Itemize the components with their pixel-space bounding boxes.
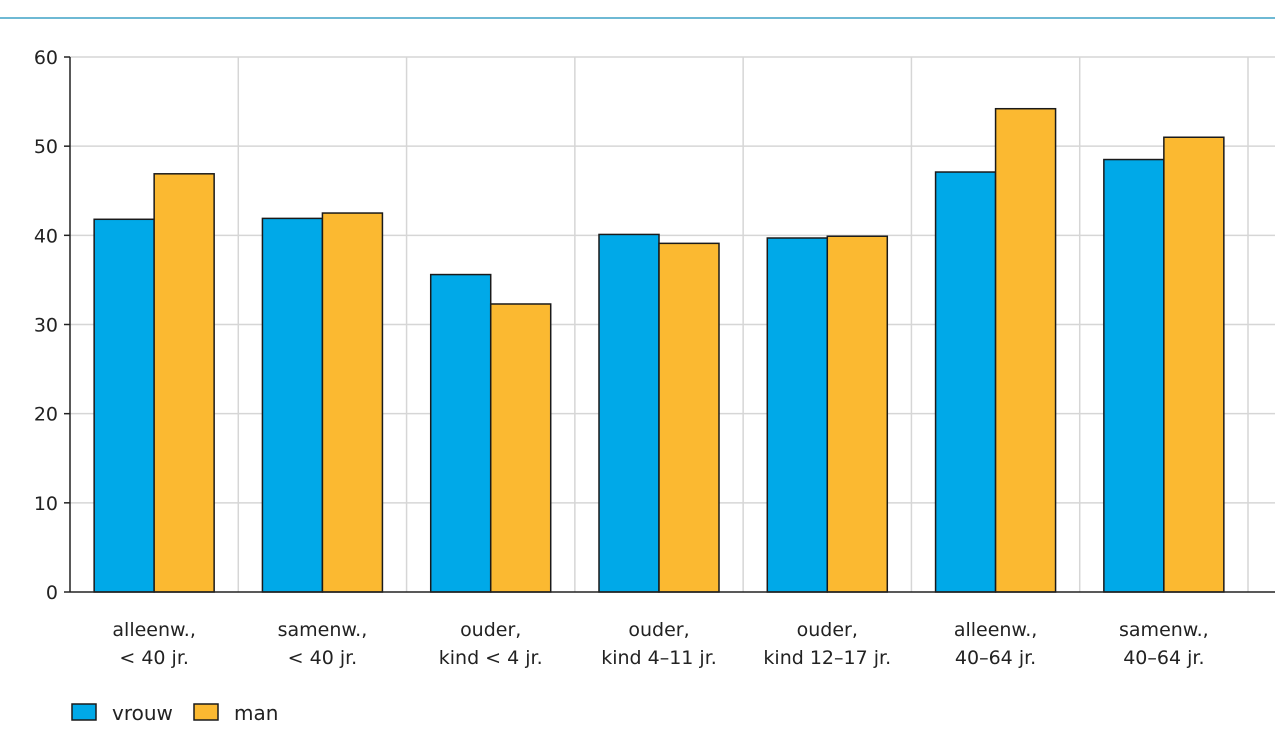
- y-tick-labels: 0 10 20 30 40 50 60: [34, 47, 58, 604]
- legend-swatch-vrouw: [71, 703, 97, 721]
- bars: [93, 107, 1225, 593]
- y-tick-label: 40: [34, 225, 58, 247]
- bar-vrouw: [261, 217, 324, 593]
- category-label: samenw.,: [278, 619, 368, 641]
- category-label: kind 12–17 jr.: [763, 647, 891, 669]
- category-label: ouder,: [460, 619, 521, 641]
- bar-vrouw: [429, 273, 492, 593]
- y-tick-label: 60: [34, 47, 58, 69]
- bar-man: [153, 173, 215, 593]
- category-label: samenw.,: [1119, 619, 1209, 641]
- y-tick-label: 0: [46, 582, 58, 604]
- bar-man: [826, 235, 889, 593]
- category-label: alleenw.,: [112, 619, 196, 641]
- bar-vrouw: [766, 237, 829, 593]
- category-label: 40–64 jr.: [955, 647, 1036, 669]
- bar-vrouw: [598, 233, 660, 593]
- category-label: alleenw.,: [954, 619, 1038, 641]
- category-label: ouder,: [628, 619, 689, 641]
- bar-man: [489, 303, 552, 593]
- category-label: < 40 jr.: [119, 647, 189, 669]
- legend-label-vrouw: vrouw: [112, 701, 173, 725]
- y-tick-label: 10: [34, 493, 58, 515]
- category-label: kind < 4 jr.: [439, 647, 543, 669]
- bar-vrouw: [93, 218, 155, 593]
- bar-man: [994, 107, 1057, 593]
- legend-swatch-man: [193, 703, 219, 721]
- category-label: 40–64 jr.: [1123, 647, 1204, 669]
- category-label: ouder,: [797, 619, 858, 641]
- legend-label-man: man: [234, 701, 278, 725]
- category-labels: alleenw., < 40 jr. samenw., < 40 jr. ouder, k…: [112, 619, 1208, 669]
- category-label: < 40 jr.: [288, 647, 358, 669]
- y-tick-label: 50: [34, 136, 58, 158]
- y-tick-label: 20: [34, 404, 58, 426]
- bar-man: [658, 242, 720, 593]
- category-label: kind 4–11 jr.: [601, 647, 717, 669]
- bar-man: [1163, 136, 1225, 593]
- bar-vrouw: [934, 171, 997, 593]
- axes: [64, 56, 1275, 593]
- bar-man: [321, 212, 384, 593]
- y-tick-label: 30: [34, 315, 58, 337]
- legend: vrouw man: [71, 701, 278, 725]
- bar-vrouw: [1103, 158, 1165, 593]
